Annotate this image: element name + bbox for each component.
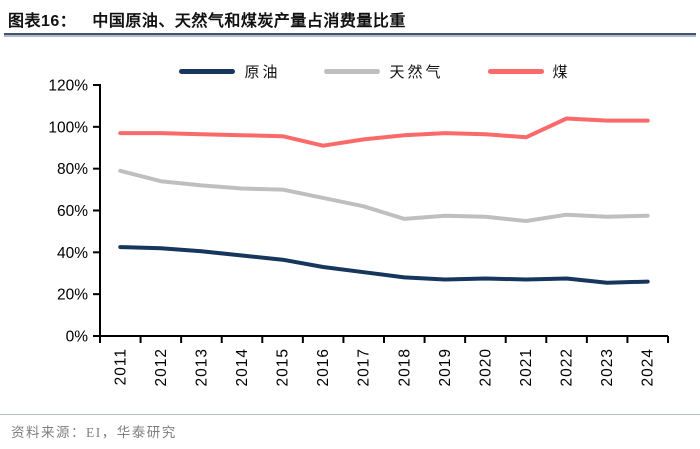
title-divider	[4, 33, 696, 37]
figure-number: 图表16：	[8, 13, 77, 30]
legend-item-coal: 煤	[487, 61, 571, 82]
series-line-natural-gas	[118, 168, 650, 223]
x-tick-label: 2021	[518, 348, 535, 386]
y-tick-label: 40%	[57, 245, 88, 262]
x-tick-label: 2017	[356, 348, 373, 386]
x-tick-label: 2022	[559, 348, 576, 386]
y-tick-label: 0%	[66, 329, 89, 346]
x-tick-label: 2023	[599, 348, 616, 386]
legend-label-natural-gas: 天然气	[389, 64, 444, 81]
x-tick-label: 2015	[275, 348, 292, 386]
x-tick-label: 2014	[234, 348, 251, 386]
x-tick-label: 2020	[477, 348, 494, 386]
legend-label-crude-oil: 原油	[244, 64, 281, 81]
chart-legend: 原油 天然气 煤	[25, 61, 700, 82]
y-tick-label: 60%	[57, 203, 88, 220]
y-tick-label: 80%	[57, 161, 88, 178]
figure-title-text: 中国原油、天然气和煤炭产量占消费量比重	[92, 13, 406, 30]
y-tick-label: 120%	[48, 78, 88, 95]
x-tick-label: 2012	[153, 348, 170, 386]
figure-title: 图表16： 中国原油、天然气和煤炭产量占消费量比重	[8, 7, 406, 31]
y-tick-label: 20%	[57, 287, 88, 304]
x-tick-label: 2018	[396, 348, 413, 386]
series-line-coal	[118, 116, 650, 148]
legend-item-crude-oil: 原油	[179, 61, 280, 82]
x-tick-label: 2013	[193, 348, 210, 386]
legend-item-natural-gas: 天然气	[324, 61, 443, 82]
x-tick-label: 2019	[437, 348, 454, 386]
chart-canvas: 0% 20% 40% 60% 80% 100% 120% 2011 2012 2013 2014 20…	[48, 78, 669, 386]
source-note: 资料来源：EI，华泰研究	[11, 425, 177, 440]
x-tick-label: 2016	[315, 348, 332, 386]
chart: 0% 20% 40% 60% 80% 100% 120% 2011 2012 2013 2014 20…	[0, 50, 700, 400]
footer-divider	[0, 414, 700, 415]
legend-swatch-crude-oil	[179, 69, 236, 74]
x-tick-label: 2011	[112, 348, 129, 385]
legend-swatch-natural-gas	[324, 69, 381, 74]
y-tick-label: 100%	[48, 119, 88, 136]
x-tick-label: 2024	[640, 348, 657, 386]
legend-swatch-coal	[487, 69, 544, 74]
legend-label-coal: 煤	[552, 64, 571, 81]
series-line-crude-oil	[118, 245, 650, 285]
